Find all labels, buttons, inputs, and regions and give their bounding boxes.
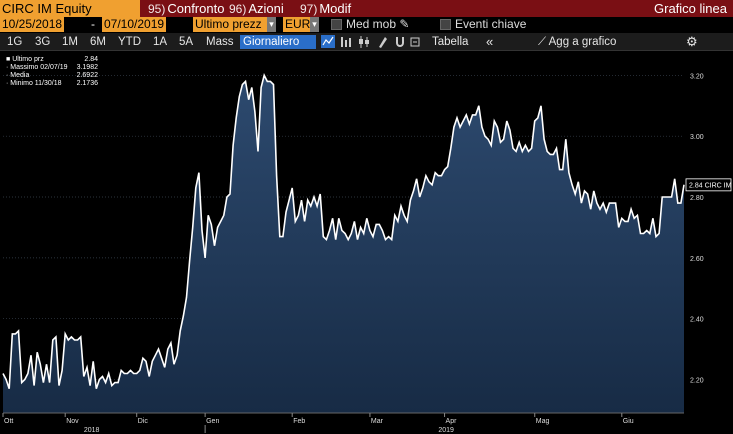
y-tick-label: 2.20 bbox=[690, 378, 704, 385]
legend-label: ■ Ultimo prz bbox=[6, 56, 44, 63]
menu-number: 96) bbox=[229, 2, 247, 16]
legend-label: · Massimo 02/07/19 bbox=[6, 64, 68, 71]
legend-label: · Minimo 11/30/18 bbox=[6, 80, 62, 87]
menu-number: 97) bbox=[300, 2, 318, 16]
line-chart-glyph bbox=[322, 36, 334, 46]
chevron-down-icon[interactable]: ▾ bbox=[310, 17, 319, 32]
menu-number: 95) bbox=[148, 2, 166, 16]
magnet-icon[interactable] bbox=[396, 37, 404, 47]
bar-chart-icon[interactable] bbox=[341, 37, 351, 47]
candle-chart-icon[interactable] bbox=[359, 36, 369, 48]
x-tick-label: Mag bbox=[536, 418, 550, 425]
year-label: 2018 bbox=[84, 427, 100, 434]
eventi-label: Eventi chiave bbox=[455, 17, 527, 31]
period-5a[interactable]: 5A bbox=[179, 36, 194, 48]
legend-row: · Massimo 02/07/19 3.1982 bbox=[6, 64, 98, 72]
date-to-field[interactable]: 07/10/2019 bbox=[102, 17, 167, 32]
x-tick-label: Ott bbox=[4, 418, 13, 425]
chart-legend: ■ Ultimo prz 2.84 · Massimo 02/07/19 3.198… bbox=[6, 56, 98, 88]
chart-tool-icons bbox=[321, 35, 420, 48]
collapse-arrows-icon[interactable]: « bbox=[486, 34, 494, 49]
checkbox-icon bbox=[440, 19, 451, 31]
menu-label: Confronto bbox=[167, 1, 225, 16]
add-to-chart-label: Agg a grafico bbox=[548, 36, 617, 48]
med-mob-toggle[interactable]: Med mob ✎ bbox=[331, 17, 409, 32]
period-6m[interactable]: 6M bbox=[90, 36, 106, 48]
x-tick-label: Giu bbox=[623, 418, 634, 425]
legend-value: 2.84 bbox=[84, 56, 98, 63]
period-1a[interactable]: 1A bbox=[153, 36, 168, 48]
settings-chart-icon[interactable] bbox=[410, 37, 420, 47]
date-separator: - bbox=[91, 17, 95, 31]
x-tick-label: Mar bbox=[371, 418, 384, 425]
legend-label: · Media bbox=[6, 72, 30, 79]
menu-confronto[interactable]: 95) Confronto bbox=[148, 0, 224, 17]
menu-azioni[interactable]: 96) Azioni bbox=[229, 0, 284, 17]
legend-row: · Media 2.6922 bbox=[6, 72, 98, 80]
x-tick-label: Feb bbox=[293, 418, 305, 425]
menu-label: Modif bbox=[319, 1, 352, 16]
med-mob-label: Med mob bbox=[346, 17, 397, 31]
interval-label: Giornaliero bbox=[243, 36, 300, 48]
legend-row: ■ Ultimo prz 2.84 bbox=[6, 56, 98, 64]
y-tick-label: 3.20 bbox=[690, 73, 704, 80]
last-price-marker: 2.84 CIRC IM bbox=[685, 178, 732, 192]
period-ytd[interactable]: YTD bbox=[118, 36, 141, 48]
tabella-button[interactable]: Tabella bbox=[432, 36, 469, 48]
legend-value: 2.1736 bbox=[76, 80, 98, 87]
legend-value: 2.6922 bbox=[76, 72, 98, 79]
filter-bar bbox=[0, 17, 733, 33]
legend-row: · Minimo 11/30/18 2.1736 bbox=[6, 80, 98, 88]
menu-label: Azioni bbox=[248, 1, 284, 16]
price-line bbox=[2, 73, 685, 389]
y-axis: 2.20 2.40 2.60 2.80 3.00 3.20 bbox=[690, 73, 704, 384]
menu-modif[interactable]: 97) Modif bbox=[300, 0, 351, 17]
date-from-field[interactable]: 10/25/2018 bbox=[0, 17, 65, 32]
chart-type-label: Grafico linea bbox=[654, 1, 727, 16]
y-tick-label: 2.80 bbox=[690, 195, 704, 202]
x-axis: Ott Nov Dic Gen Feb Mar Apr Mag Giu 2018 2019 bbox=[2, 412, 684, 434]
period-mass[interactable]: Mass bbox=[206, 36, 234, 48]
price-field-select[interactable]: Ultimo prezz bbox=[193, 17, 271, 32]
checkbox-icon bbox=[331, 19, 342, 31]
currency-select[interactable]: EUR bbox=[283, 17, 314, 32]
last-price-tag bbox=[685, 178, 732, 192]
chevron-down-icon[interactable]: ▾ bbox=[267, 17, 276, 32]
period-1m[interactable]: 1M bbox=[62, 36, 78, 48]
title-bar bbox=[0, 0, 733, 17]
last-price-label: 2.84 CIRC IM bbox=[689, 182, 732, 189]
x-tick-label: Gen bbox=[206, 418, 219, 425]
gear-icon[interactable]: ⚙ bbox=[686, 34, 698, 49]
draw-icon[interactable] bbox=[379, 37, 387, 48]
x-tick-label: Nov bbox=[66, 418, 79, 425]
y-tick-label: 3.00 bbox=[690, 134, 704, 141]
y-tick-label: 2.40 bbox=[690, 317, 704, 324]
legend-value: 3.1982 bbox=[76, 64, 98, 71]
price-chart[interactable]: 2.20 2.40 2.60 2.80 3.00 3.20 Ott Nov Dic Gen Feb… bbox=[0, 51, 733, 434]
interval-select[interactable]: Giornaliero bbox=[240, 35, 316, 49]
draw-line-icon: ⟋ bbox=[538, 36, 547, 48]
x-tick-label: Apr bbox=[446, 418, 458, 425]
price-area bbox=[3, 75, 684, 414]
eventi-chiave-toggle[interactable]: Eventi chiave bbox=[440, 17, 526, 32]
y-tick-label: 2.60 bbox=[690, 256, 704, 263]
add-to-chart-button[interactable]: ⟋ Agg a grafico bbox=[538, 35, 616, 49]
ticker-field[interactable]: CIRC IM Equity bbox=[0, 0, 140, 17]
period-3g[interactable]: 3G bbox=[35, 36, 51, 48]
year-label: 2019 bbox=[438, 427, 454, 434]
x-tick-label: Dic bbox=[138, 418, 149, 425]
period-1g[interactable]: 1G bbox=[7, 36, 23, 48]
pencil-icon[interactable]: ✎ bbox=[399, 17, 410, 31]
